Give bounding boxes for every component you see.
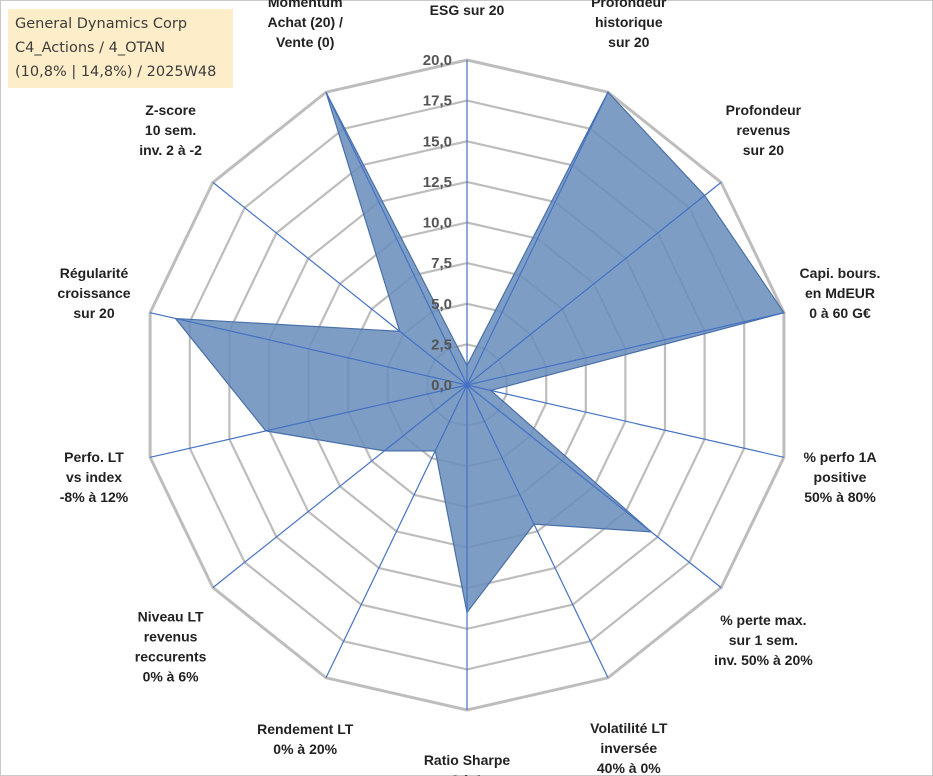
axis-label-line: inversée	[600, 740, 657, 756]
axis-label-line: revenus	[737, 122, 791, 138]
axis-label-5: % perte max. sur 1 sem. inv. 50% à 20%	[714, 612, 813, 668]
axis-label-line: 40% à 0%	[597, 760, 661, 776]
tick-label: 12,5	[423, 174, 452, 191]
axis-label-line: Rendement LT	[257, 721, 354, 737]
axis-label-line: 10 sem.	[145, 122, 196, 138]
axis-label-line: en MdEUR	[805, 285, 875, 301]
tick-label: 0,0	[431, 377, 452, 394]
axis-label-10: Perfo. LT vs index -8% à 12%	[60, 449, 129, 505]
radar-spokes	[149, 60, 785, 710]
spoke-8	[325, 384, 468, 679]
axis-label-line: revenus	[144, 628, 198, 644]
axis-label-line: 50% à 80%	[804, 489, 876, 505]
radar-series-layer	[174, 91, 785, 614]
axis-label-1: Profondeur historique sur 20	[591, 0, 667, 50]
spoke-4	[466, 384, 785, 458]
series-area-0	[174, 91, 785, 614]
axis-label-line: positive	[814, 469, 867, 485]
title-line-company: General Dynamics Corp	[15, 16, 188, 32]
axis-label-line: 0% à 6%	[143, 668, 200, 684]
axis-label-line: 0% à 20%	[273, 741, 337, 757]
axis-label-13: Momentum Achat (20) / Vente (0)	[267, 0, 343, 50]
title-line-stats: (10,8% | 14,8%) / 2025W48	[15, 64, 217, 80]
spoke-10	[149, 384, 468, 458]
axis-label-line: Ratio Sharpe	[424, 752, 511, 768]
axis-label-line: sur 20	[73, 305, 114, 321]
axis-label-line: Capi. bours.	[800, 265, 881, 281]
axis-label-line: 0 à 1	[451, 772, 482, 776]
axis-label-line: ESG sur 20	[430, 2, 505, 18]
spoke-6	[466, 384, 609, 679]
axis-label-line: Régularité	[60, 265, 129, 281]
chart-title-box: General Dynamics Corp C4_Actions / 4_OTA…	[8, 9, 233, 88]
axis-label-4: % perfo 1A positive 50% à 80%	[803, 449, 876, 505]
spoke-5	[466, 384, 722, 589]
axis-label-7: Ratio Sharpe 0 à 1	[424, 752, 511, 776]
axis-label-line: Achat (20) /	[267, 14, 343, 30]
tick-label: 10,0	[423, 215, 452, 232]
spoke-9	[212, 384, 468, 589]
axis-label-line: 0 à 60 G€	[809, 305, 871, 321]
axis-label-line: reccurents	[135, 648, 207, 664]
axis-label-line: Perfo. LT	[64, 449, 124, 465]
spoke-12	[212, 181, 468, 386]
axis-label-8: Rendement LT 0% à 20%	[257, 721, 354, 757]
axis-label-line: -8% à 12%	[60, 489, 129, 505]
axis-label-line: Profondeur	[591, 0, 667, 10]
spoke-1	[466, 91, 609, 386]
axis-label-line: Volatilité LT	[590, 720, 668, 736]
axis-label-12: Z-score 10 sem. inv. 2 à -2	[139, 102, 202, 158]
axis-label-line: croissance	[57, 285, 130, 301]
axis-label-6: Volatilité LT inversée 40% à 0%	[590, 720, 668, 776]
axis-label-2: Profondeur revenus sur 20	[726, 102, 802, 158]
radial-tick-labels: 0,0 2,5 5,0 7,5 10,0 12,5 15,0 17,5 20,0	[423, 52, 452, 394]
axis-label-line: Profondeur	[726, 102, 802, 118]
tick-label: 15,0	[423, 133, 452, 150]
spoke-2	[466, 181, 722, 386]
axis-label-line: % perfo 1A	[803, 449, 876, 465]
axis-label-line: inv. 50% à 20%	[714, 652, 813, 668]
tick-label: 17,5	[423, 93, 452, 110]
axis-label-line: historique	[595, 14, 663, 30]
axis-category-labels: NoteESG sur 20 Profondeur historique sur 20…	[57, 0, 880, 776]
tick-label: 20,0	[423, 52, 452, 69]
axis-label-line: Vente (0)	[276, 34, 334, 50]
tick-label: 5,0	[431, 296, 452, 313]
axis-label-9: Niveau LT revenus reccurents 0% à 6%	[135, 608, 207, 684]
axis-label-11: Régularité croissance sur 20	[57, 265, 130, 321]
axis-label-line: Z-score	[145, 102, 196, 118]
axis-label-line: vs index	[66, 469, 122, 485]
axis-label-0: NoteESG sur 20	[430, 0, 505, 18]
spoke-11	[149, 312, 468, 386]
axis-label-line: sur 20	[608, 34, 649, 50]
spoke-3	[466, 312, 785, 386]
axis-label-line: inv. 2 à -2	[139, 142, 202, 158]
tick-label: 7,5	[431, 255, 452, 272]
spoke-13	[325, 91, 468, 386]
axis-label-line: sur 20	[743, 142, 784, 158]
axis-label-line: % perte max.	[720, 612, 806, 628]
axis-label-line: Niveau LT	[138, 608, 204, 624]
axis-label-line: sur 1 sem.	[729, 632, 798, 648]
title-line-category: C4_Actions / 4_OTAN	[15, 40, 166, 56]
axis-label-3: Capi. bours. en MdEUR 0 à 60 G€	[800, 265, 881, 321]
tick-label: 2,5	[431, 336, 452, 353]
axis-label-line: Momentum	[268, 0, 343, 10]
